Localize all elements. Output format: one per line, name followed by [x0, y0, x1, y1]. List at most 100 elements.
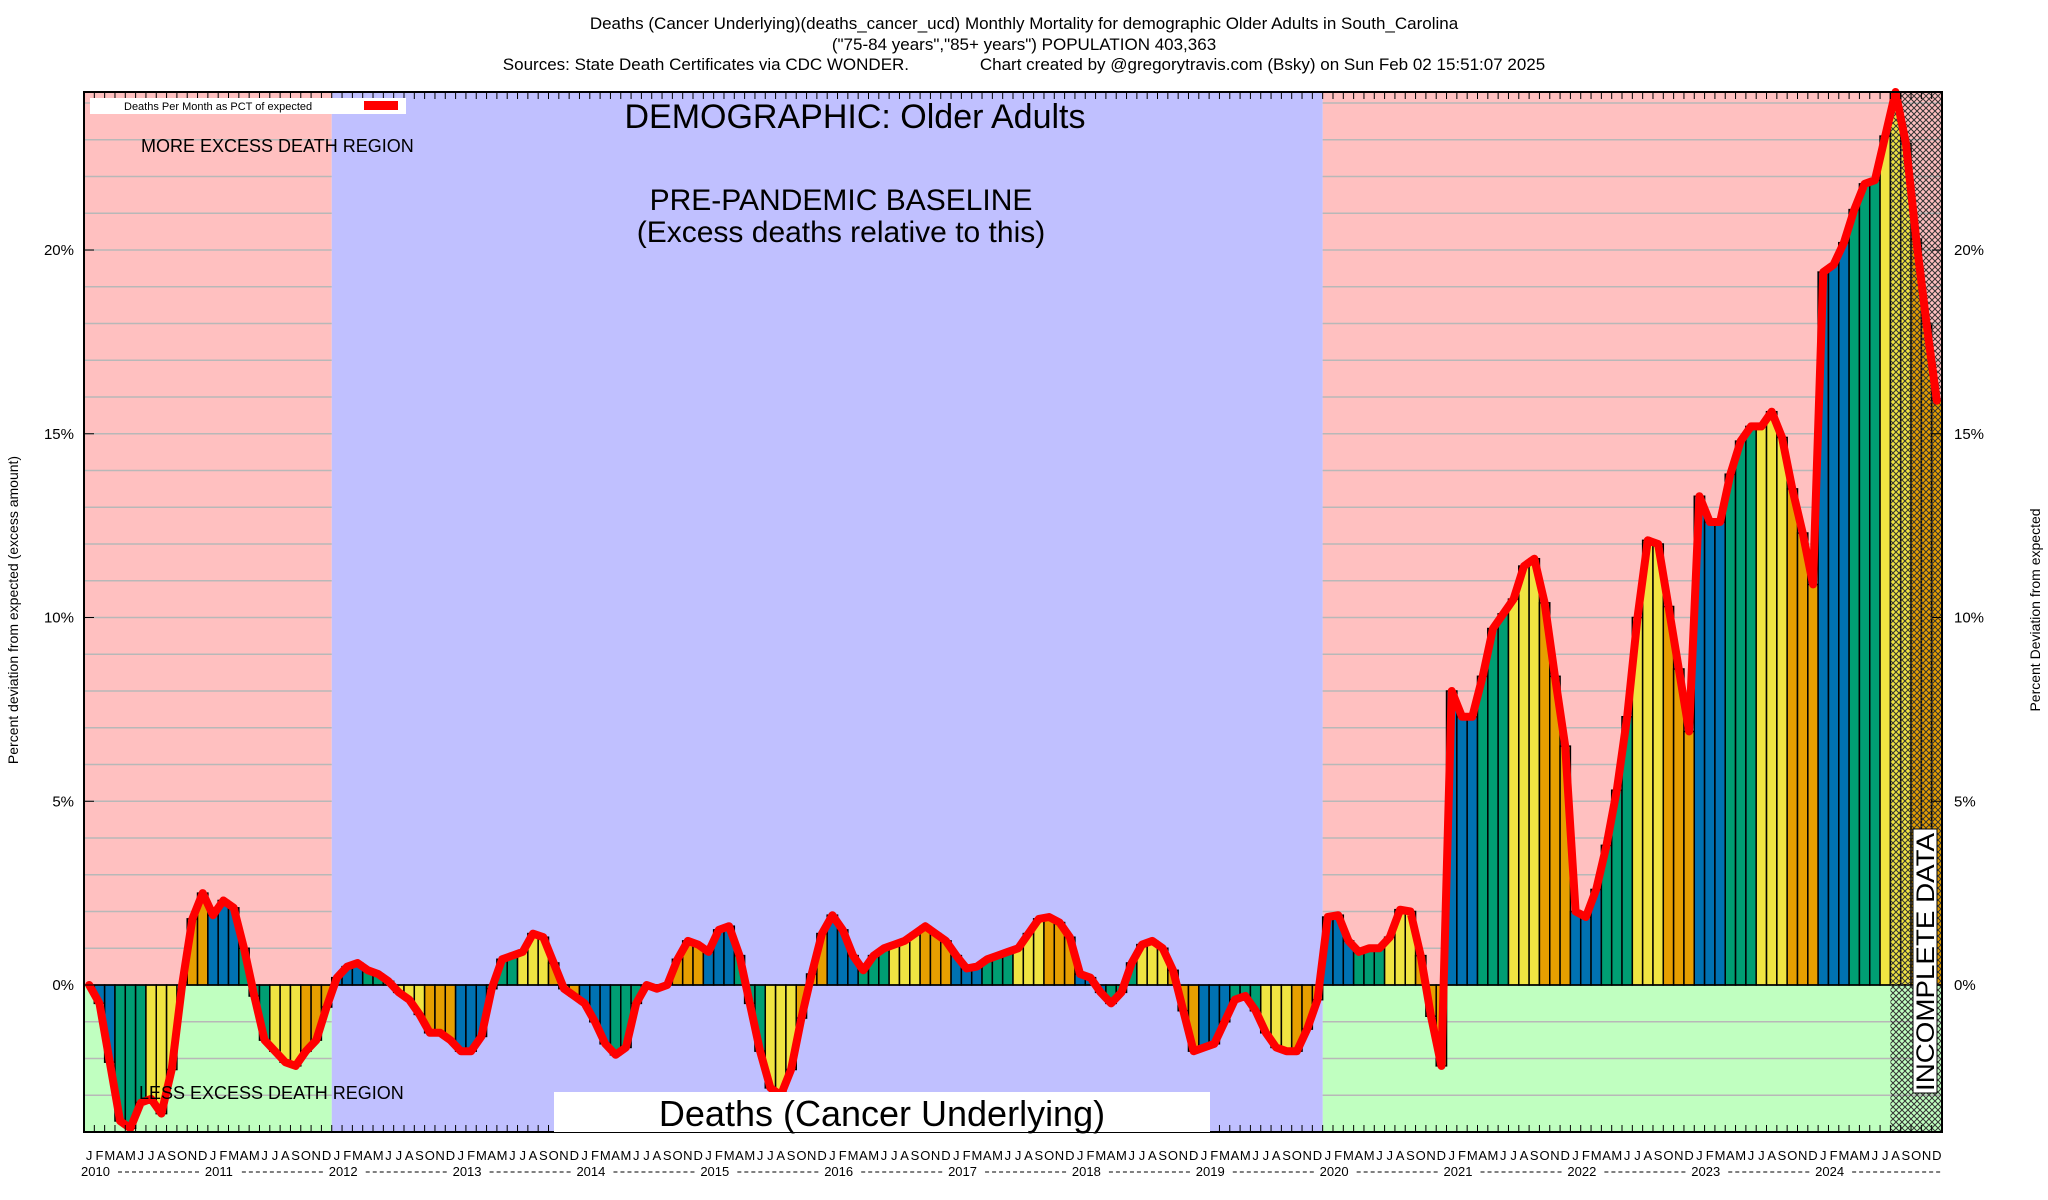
month-bar — [1776, 436, 1788, 986]
x-month-label: J — [953, 1148, 960, 1163]
more-excess-region-label: MORE EXCESS DEATH REGION — [141, 136, 414, 156]
x-month-label: A — [240, 1148, 249, 1163]
x-month-label: J — [1758, 1148, 1765, 1163]
x-month-label: F — [96, 1148, 104, 1163]
x-month-label: A — [1891, 1148, 1900, 1163]
x-month-label: D — [1808, 1148, 1817, 1163]
x-month-label: M — [1488, 1148, 1499, 1163]
legend-swatch — [364, 101, 398, 110]
x-month-label: O — [1540, 1148, 1550, 1163]
x-year-label: 2019 — [1196, 1164, 1225, 1179]
month-bar — [1714, 521, 1726, 986]
legend-box — [90, 98, 406, 114]
x-month-label: A — [776, 1148, 785, 1163]
chart-title-line-3: Sources: State Death Certificates via CD… — [502, 55, 1546, 74]
x-month-label: A — [281, 1148, 290, 1163]
x-month-label: J — [1325, 1148, 1332, 1163]
x-month-label: M — [476, 1148, 487, 1163]
x-month-label: S — [167, 1148, 176, 1163]
x-month-label: J — [633, 1148, 640, 1163]
x-month-label: A — [1024, 1148, 1033, 1163]
y-tick-label-right: 15% — [1954, 426, 1984, 443]
x-year-label: 2018 — [1072, 1164, 1101, 1179]
x-month-label: J — [881, 1148, 888, 1163]
x-month-label: M — [868, 1148, 879, 1163]
month-bar — [1466, 715, 1479, 986]
month-bar — [217, 899, 230, 986]
x-month-label: M — [1859, 1148, 1870, 1163]
month-bar — [1652, 543, 1665, 986]
month-bar — [1848, 208, 1861, 986]
y-tick-label: 15% — [44, 426, 74, 443]
x-month-label: J — [458, 1148, 465, 1163]
x-year-label: 2021 — [1444, 1164, 1473, 1179]
less-excess-region-label: LESS EXCESS DEATH REGION — [139, 1083, 404, 1103]
x-month-label: M — [1240, 1148, 1251, 1163]
x-month-label: M — [352, 1148, 363, 1163]
x-month-label: M — [249, 1148, 260, 1163]
x-month-label: D — [1684, 1148, 1693, 1163]
x-year-label: 2024 — [1815, 1164, 1844, 1179]
cause-label-box — [554, 1092, 1210, 1132]
x-month-label: A — [405, 1148, 414, 1163]
month-bar — [1662, 605, 1675, 986]
x-month-label: A — [1272, 1148, 1281, 1163]
month-bar — [1538, 602, 1551, 986]
x-month-label: O — [1044, 1148, 1054, 1163]
baseline-sublabel: (Excess deaths relative to this) — [637, 216, 1046, 249]
x-year-label: 2017 — [948, 1164, 977, 1179]
x-month-label: J — [385, 1148, 392, 1163]
month-bar — [1879, 135, 1892, 986]
x-month-label: A — [1396, 1148, 1405, 1163]
y-tick-label-right: 0% — [1954, 977, 1976, 994]
x-month-label: N — [1302, 1148, 1311, 1163]
month-bar — [1807, 583, 1819, 986]
x-month-label: M — [1095, 1148, 1106, 1163]
month-bar — [919, 925, 932, 986]
x-month-label: D — [570, 1148, 579, 1163]
x-year-label: 2010 — [81, 1164, 110, 1179]
x-month-label: A — [1107, 1148, 1116, 1163]
x-month-label: J — [1263, 1148, 1270, 1163]
x-month-label: J — [1139, 1148, 1146, 1163]
demographic-label: DEMOGRAPHIC: Older Adults — [624, 98, 1085, 136]
x-month-label: A — [1602, 1148, 1611, 1163]
incomplete-data-label: INCOMPLETE DATA — [1912, 833, 1940, 1091]
x-month-label: S — [1902, 1148, 1911, 1163]
month-bar — [454, 984, 467, 1052]
month-bar — [1641, 539, 1654, 986]
x-month-label: A — [157, 1148, 166, 1163]
x-month-label: A — [611, 1148, 620, 1163]
x-month-label: J — [1510, 1148, 1517, 1163]
x-month-label: F — [1086, 1148, 1094, 1163]
x-month-label: A — [529, 1148, 538, 1163]
cause-label: Deaths (Cancer Underlying) — [659, 1093, 1105, 1134]
x-month-label: J — [509, 1148, 516, 1163]
x-month-label: S — [415, 1148, 424, 1163]
x-month-label: J — [1882, 1148, 1889, 1163]
x-month-label: J — [148, 1148, 155, 1163]
x-month-label: J — [891, 1148, 898, 1163]
x-month-label: F — [715, 1148, 723, 1163]
x-month-label: M — [373, 1148, 384, 1163]
x-month-label: M — [744, 1148, 755, 1163]
x-month-label: D — [446, 1148, 455, 1163]
month-bar — [1724, 473, 1737, 986]
x-month-label: S — [787, 1148, 796, 1163]
x-month-label: J — [1005, 1148, 1012, 1163]
month-bar — [1476, 675, 1489, 986]
x-month-label: J — [261, 1148, 268, 1163]
x-year-label: 2012 — [329, 1164, 358, 1179]
x-month-label: S — [1158, 1148, 1167, 1163]
month-bar — [609, 984, 622, 1056]
x-month-label: D — [1561, 1148, 1570, 1163]
x-month-label: F — [591, 1148, 599, 1163]
x-month-label: N — [559, 1148, 568, 1163]
x-month-label: M — [104, 1148, 115, 1163]
x-month-label: A — [1643, 1148, 1652, 1163]
x-month-label: A — [1520, 1148, 1529, 1163]
x-month-label: J — [1872, 1148, 1879, 1163]
x-month-label: N — [683, 1148, 692, 1163]
x-month-label: J — [1252, 1148, 1259, 1163]
x-month-label: D — [1313, 1148, 1322, 1163]
